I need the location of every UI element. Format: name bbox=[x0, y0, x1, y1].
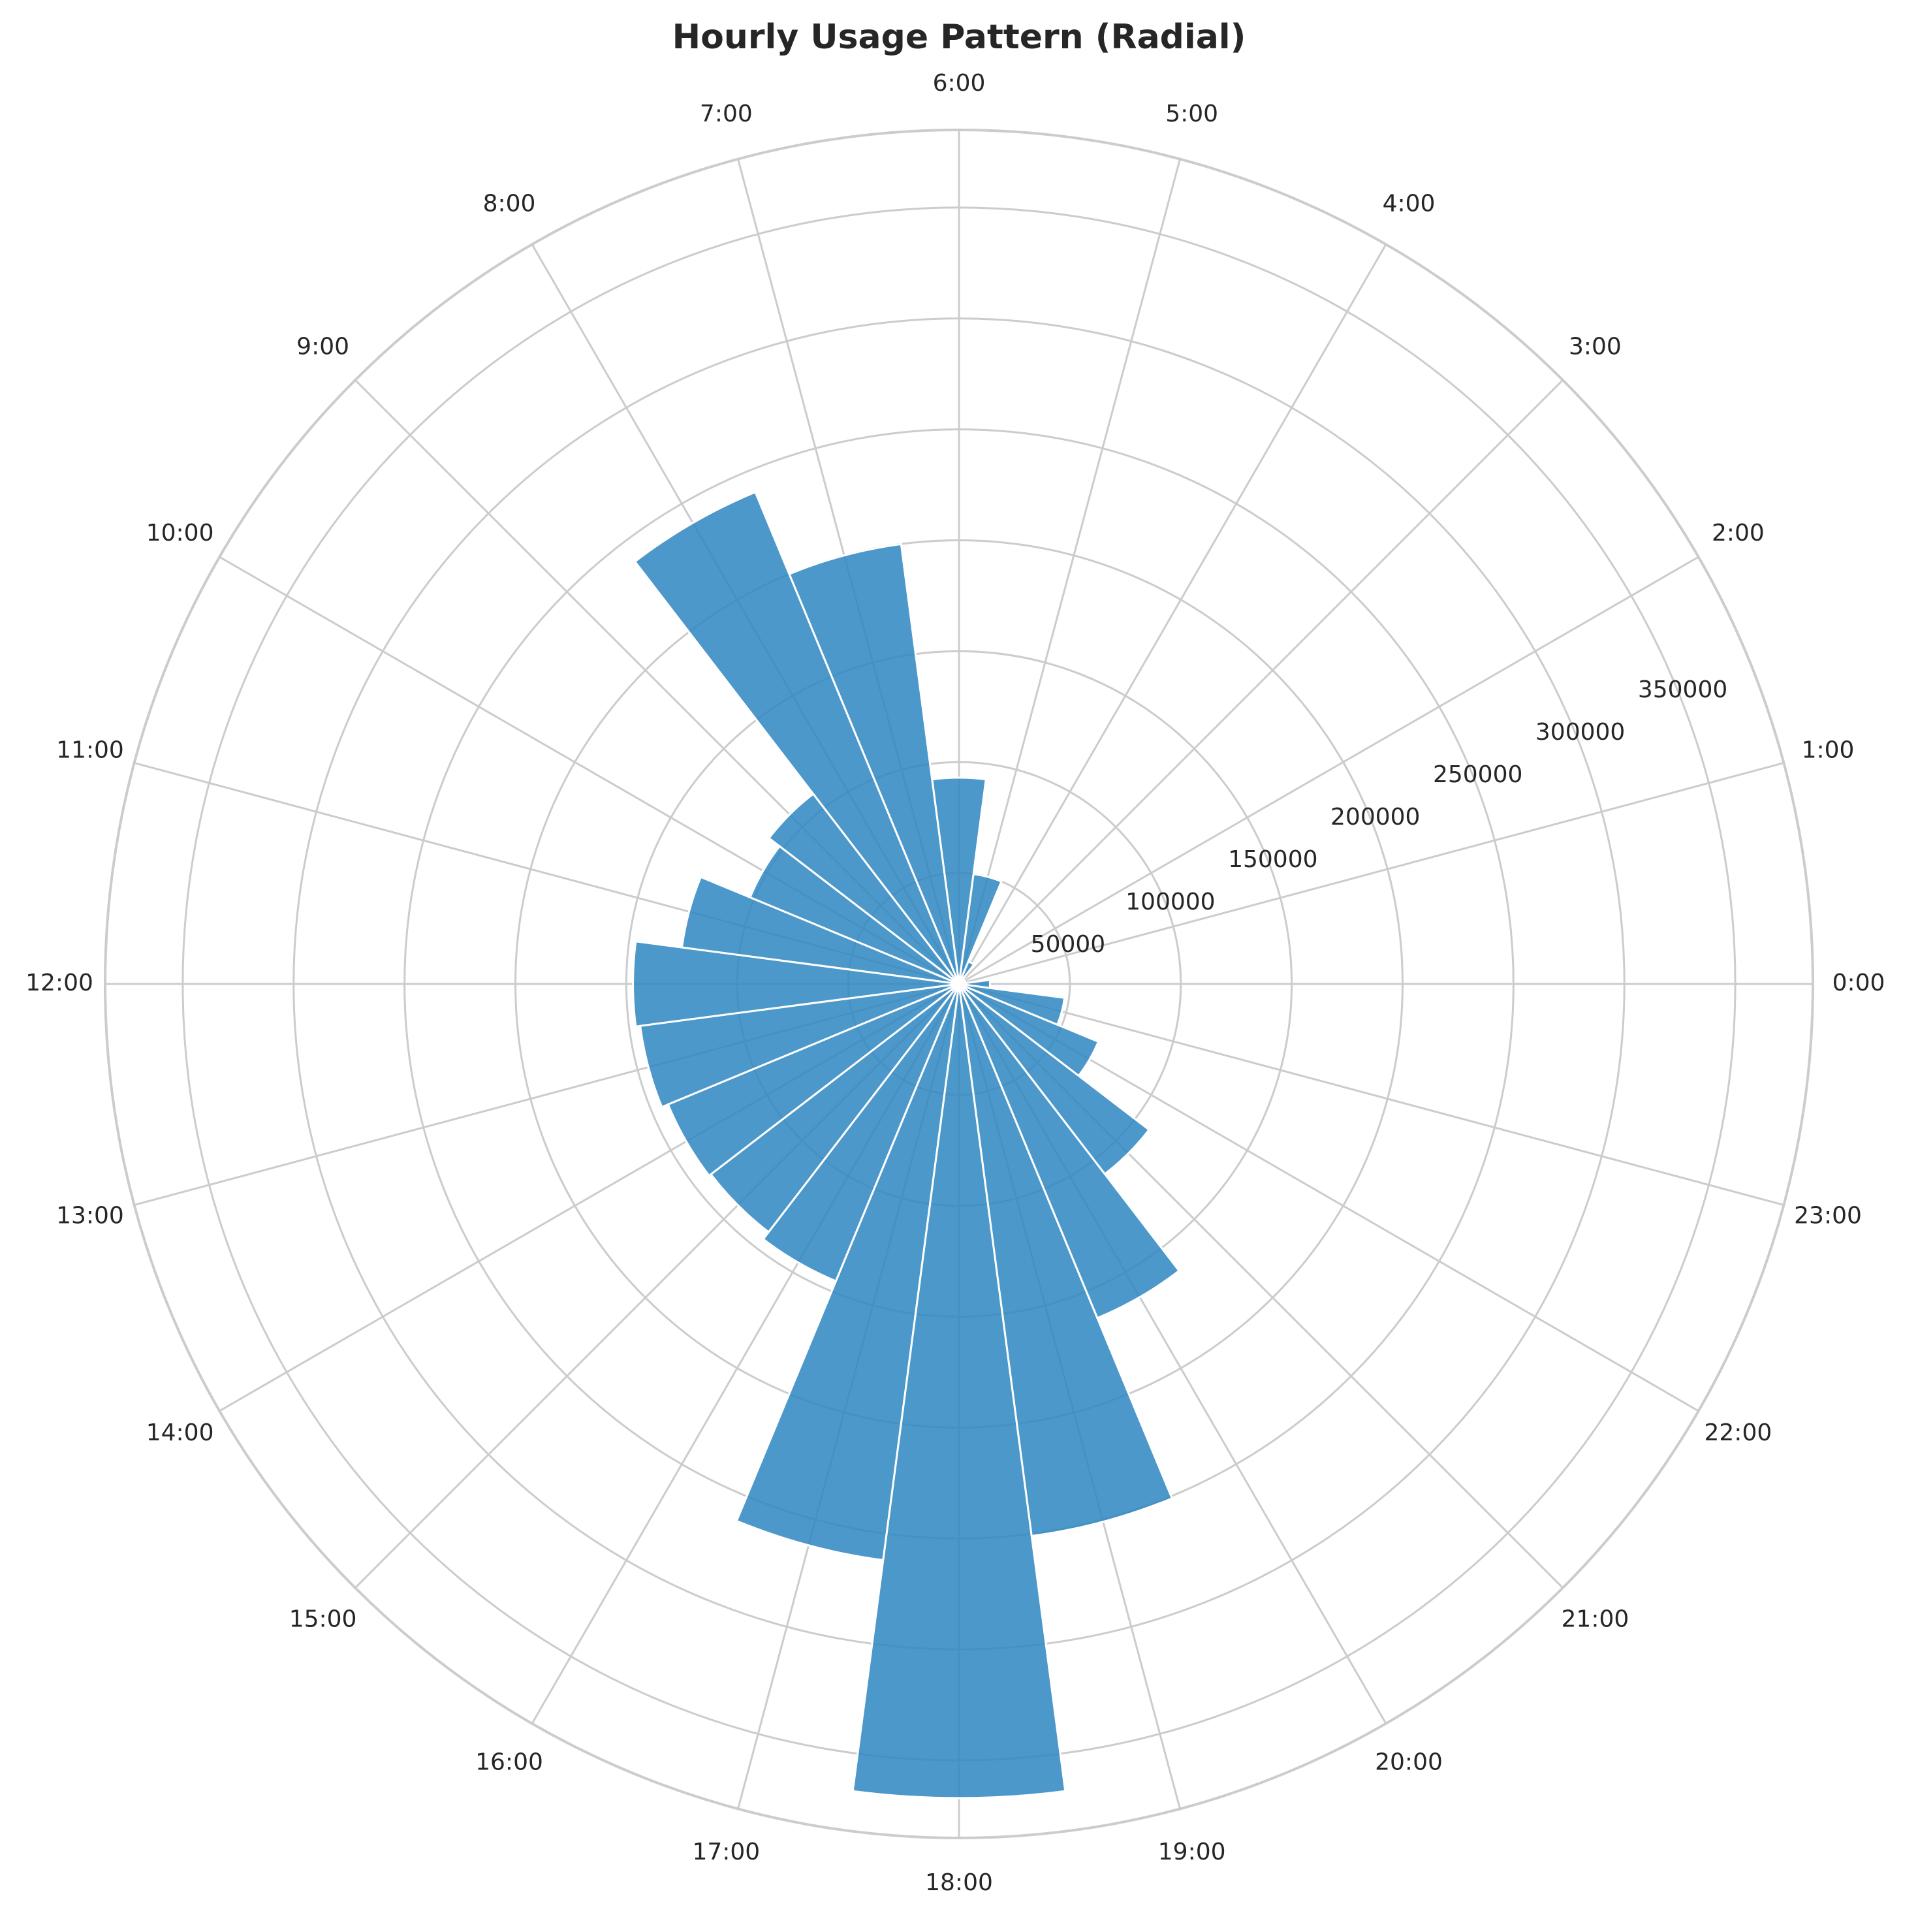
radial-tick-label: 350000 bbox=[1638, 676, 1727, 703]
bar-9-00 bbox=[767, 792, 960, 985]
angular-tick-label: 16:00 bbox=[475, 1749, 543, 1775]
bar-20-00 bbox=[958, 983, 1181, 1320]
bar-21-00 bbox=[958, 983, 1151, 1176]
angular-tick-label: 6:00 bbox=[933, 70, 986, 97]
bar-13-00 bbox=[638, 983, 960, 1109]
radial-tick-label: 200000 bbox=[1330, 804, 1420, 831]
label-layer: 0:00 1:00 2:00 3:00 4:00 5:00 6:00 7:00 8:00 9:00… bbox=[25, 70, 1885, 1896]
angular-tick-label: 22:00 bbox=[1705, 1419, 1772, 1446]
angular-tick-label: 7:00 bbox=[700, 101, 753, 127]
bar-8-00 bbox=[633, 490, 960, 985]
angular-gridline bbox=[958, 379, 1564, 985]
angular-tick-label: 12:00 bbox=[25, 970, 93, 996]
bar-7-00 bbox=[788, 543, 960, 985]
angular-tick-label: 1:00 bbox=[1802, 736, 1855, 763]
angular-tick-label: 19:00 bbox=[1158, 1839, 1226, 1865]
radial-tick-label: 150000 bbox=[1228, 846, 1317, 873]
bar-12-00 bbox=[632, 940, 960, 1028]
angular-tick-label: 17:00 bbox=[692, 1839, 760, 1865]
angular-tick-label: 23:00 bbox=[1794, 1203, 1862, 1229]
angular-tick-label: 13:00 bbox=[56, 1203, 124, 1229]
bar-22-00 bbox=[958, 983, 1100, 1077]
angular-tick-label: 11:00 bbox=[56, 736, 124, 763]
bar-18-00 bbox=[851, 983, 1067, 1799]
angular-tick-label: 4:00 bbox=[1383, 191, 1436, 217]
radial-tick-label: 50000 bbox=[1031, 931, 1106, 958]
bar-17-00 bbox=[735, 983, 960, 1562]
angular-tick-label: 18:00 bbox=[925, 1869, 993, 1896]
angular-tick-label: 9:00 bbox=[296, 334, 349, 360]
radial-tick-label: 300000 bbox=[1535, 719, 1625, 746]
angular-gridline bbox=[958, 762, 1784, 985]
bar-layer bbox=[632, 490, 1181, 1799]
angular-tick-label: 10:00 bbox=[146, 520, 214, 546]
angular-tick-label: 21:00 bbox=[1562, 1606, 1629, 1632]
radial-tick-label: 100000 bbox=[1125, 889, 1215, 915]
angular-gridline bbox=[958, 244, 1387, 985]
angular-tick-label: 0:00 bbox=[1832, 970, 1885, 996]
angular-gridline bbox=[958, 556, 1699, 985]
bar-23-00 bbox=[958, 983, 1066, 1026]
angular-tick-label: 14:00 bbox=[146, 1419, 214, 1446]
angular-gridline bbox=[958, 983, 1784, 1206]
radial-tick-label: 250000 bbox=[1433, 761, 1522, 788]
angular-tick-label: 3:00 bbox=[1569, 334, 1622, 360]
bar-19-00 bbox=[958, 983, 1174, 1538]
angular-gridline bbox=[958, 159, 1181, 985]
angular-tick-label: 8:00 bbox=[483, 191, 536, 217]
angular-tick-label: 20:00 bbox=[1375, 1749, 1443, 1775]
angular-tick-label: 15:00 bbox=[289, 1606, 357, 1632]
angular-tick-label: 2:00 bbox=[1712, 520, 1765, 546]
chart-title: Hourly Usage Pattern (Radial) bbox=[672, 18, 1246, 57]
bar-14-00 bbox=[667, 983, 960, 1177]
angular-tick-label: 5:00 bbox=[1165, 101, 1218, 127]
